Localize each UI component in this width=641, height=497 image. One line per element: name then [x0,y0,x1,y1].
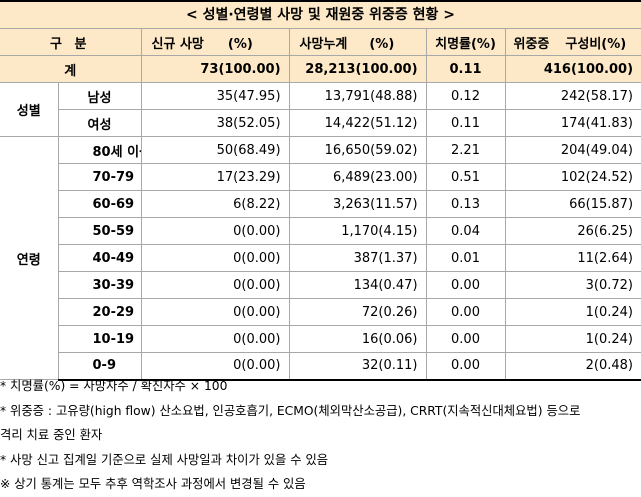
severe-cell: 242(58.17) [504,82,641,110]
table-row: 여성 38(52.05) 14,422(51.12) 0.11 174(41.83) [0,109,641,137]
footnote: * 사망 신고 집계일 기준으로 실제 사망일과 차이가 있을 수 있음 [0,452,329,467]
header-category: 구 분 [0,28,142,56]
total-label: 계 [0,55,142,83]
row-label: 남성 [57,82,142,110]
row-label: 40-49 [58,244,142,272]
header-severe: 위중증 구성비(%) [504,28,641,56]
table-row: 50-59 0(0.00) 1,170(4.15) 0.04 26(6.25) [0,217,641,245]
severe-cell: 2(0.48) [504,352,641,381]
header-severe-label: 위중증 [513,36,550,52]
cumulative-deaths-cell: 14,422(51.12) [288,109,427,137]
total-new: 73(100.00) [140,55,290,83]
header-severe-ratio: 구성비(%) [565,36,627,52]
fatality-rate-cell: 0.12 [425,82,506,110]
footnote: ※ 상기 통계는 모두 추후 역학조사 과정에서 변경될 수 있음 [0,477,306,491]
header-new-deaths-label: 신규 사망 [151,36,204,52]
footnote: * 치명률(%) = 사망자수 / 확진자수 × 100 [0,379,228,393]
table-row: 성별 남성 35(47.95) 13,791(48.88) 0.12 242(58.17) [0,82,641,137]
fatality-rate-cell: 0.01 [425,244,506,272]
fatality-rate-cell: 0.00 [425,325,506,353]
fatality-rate-cell: 0.51 [425,163,506,191]
header-cum-deaths-label: 사망누계 [299,36,348,52]
severe-cell: 102(24.52) [504,163,641,191]
header-new-deaths: 신규 사망 (%) [140,28,290,56]
severe-cell: 204(49.04) [504,136,641,164]
group-label: 연령 [0,136,59,380]
row-label: 10-19 [58,325,142,353]
table-row: 10-19 0(0.00) 16(0.06) 0.00 1(0.24) [0,325,641,353]
cumulative-deaths-cell: 3,263(11.57) [288,190,427,218]
new-deaths-cell: 0(0.00) [140,298,290,326]
header-new-pct: (%) [227,36,253,52]
cumulative-deaths-cell: 32(0.11) [288,352,427,381]
table-row: 0-9 0(0.00) 32(0.11) 0.00 2(0.48) [0,352,641,381]
row-label: 70-79 [58,163,142,191]
fatality-rate-cell: 0.04 [425,217,506,245]
fatality-rate-cell: 0.00 [425,271,506,299]
row-label: 여성 [58,109,142,137]
header-fatality-rate: 치명률(%) [425,28,506,56]
footnotes: * 치명률(%) = 사망자수 / 확진자수 × 100 * 위중증 : 고유량… [0,374,641,497]
new-deaths-cell: 38(52.05) [140,109,290,137]
table-row: 70-79 17(23.29) 6,489(23.00) 0.51 102(24.52) [0,163,641,191]
cumulative-deaths-cell: 13,791(48.88) [288,82,427,110]
fatality-rate-cell: 0.11 [425,109,506,137]
total-severe: 416(100.00) [504,55,641,83]
row-label: 30-39 [58,271,142,299]
severe-cell: 11(2.64) [504,244,641,272]
severe-cell: 26(6.25) [504,217,641,245]
severe-cell: 1(0.24) [504,325,641,353]
severe-cell: 1(0.24) [504,298,641,326]
row-label: 20-29 [58,298,142,326]
table-row: 30-39 0(0.00) 134(0.47) 0.00 3(0.72) [0,271,641,299]
new-deaths-cell: 35(47.95) [140,82,290,110]
header-cumulative-deaths: 사망누계 (%) [288,28,427,56]
table-row: 60-69 6(8.22) 3,263(11.57) 0.13 66(15.87) [0,190,641,218]
cumulative-deaths-cell: 72(0.26) [288,298,427,326]
cumulative-deaths-cell: 134(0.47) [288,271,427,299]
row-label: 50-59 [58,217,142,245]
group-label: 성별 [0,82,59,137]
cumulative-deaths-cell: 6,489(23.00) [288,163,427,191]
header-cum-pct: (%) [369,36,395,52]
row-label: 80세 이상 [57,136,142,164]
table-row: 20-29 0(0.00) 72(0.26) 0.00 1(0.24) [0,298,641,326]
table-title: < 성별·연령별 사망 및 재원중 위중증 현황 > [0,0,641,28]
header-row: 구 분 신규 사망 (%) 사망누계 (%) 치명률(%) 위중증 구성비(%) [0,28,641,56]
total-cumulative: 28,213(100.00) [288,55,427,83]
severe-cell: 66(15.87) [504,190,641,218]
new-deaths-cell: 0(0.00) [140,244,290,272]
cumulative-deaths-cell: 387(1.37) [288,244,427,272]
new-deaths-cell: 0(0.00) [140,352,290,381]
new-deaths-cell: 0(0.00) [140,325,290,353]
fatality-rate-cell: 2.21 [425,136,506,164]
total-row: 계 73(100.00) 28,213(100.00) 0.11 416(100… [0,55,641,83]
cumulative-deaths-cell: 16,650(59.02) [288,136,427,164]
new-deaths-cell: 6(8.22) [140,190,290,218]
fatality-rate-cell: 0.00 [425,298,506,326]
row-label: 60-69 [58,190,142,218]
severe-cell: 3(0.72) [504,271,641,299]
footnote: 격리 치료 중인 환자 [0,428,103,442]
new-deaths-cell: 0(0.00) [140,217,290,245]
death-severity-table: 구 분 신규 사망 (%) 사망누계 (%) 치명률(%) 위중증 구성비(%) 계 … [0,28,641,381]
footnote: * 위중증 : 고유량(high flow) 산소요법, 인공호흡기, ECMO… [0,403,581,418]
new-deaths-cell: 50(68.49) [140,136,290,164]
row-label: 0-9 [58,352,142,381]
cumulative-deaths-cell: 1,170(4.15) [288,217,427,245]
total-fatality: 0.11 [425,55,506,83]
severe-cell: 174(41.83) [504,109,641,137]
fatality-rate-cell: 0.13 [425,190,506,218]
new-deaths-cell: 17(23.29) [140,163,290,191]
cumulative-deaths-cell: 16(0.06) [288,325,427,353]
table-row: 40-49 0(0.00) 387(1.37) 0.01 11(2.64) [0,244,641,272]
new-deaths-cell: 0(0.00) [140,271,290,299]
